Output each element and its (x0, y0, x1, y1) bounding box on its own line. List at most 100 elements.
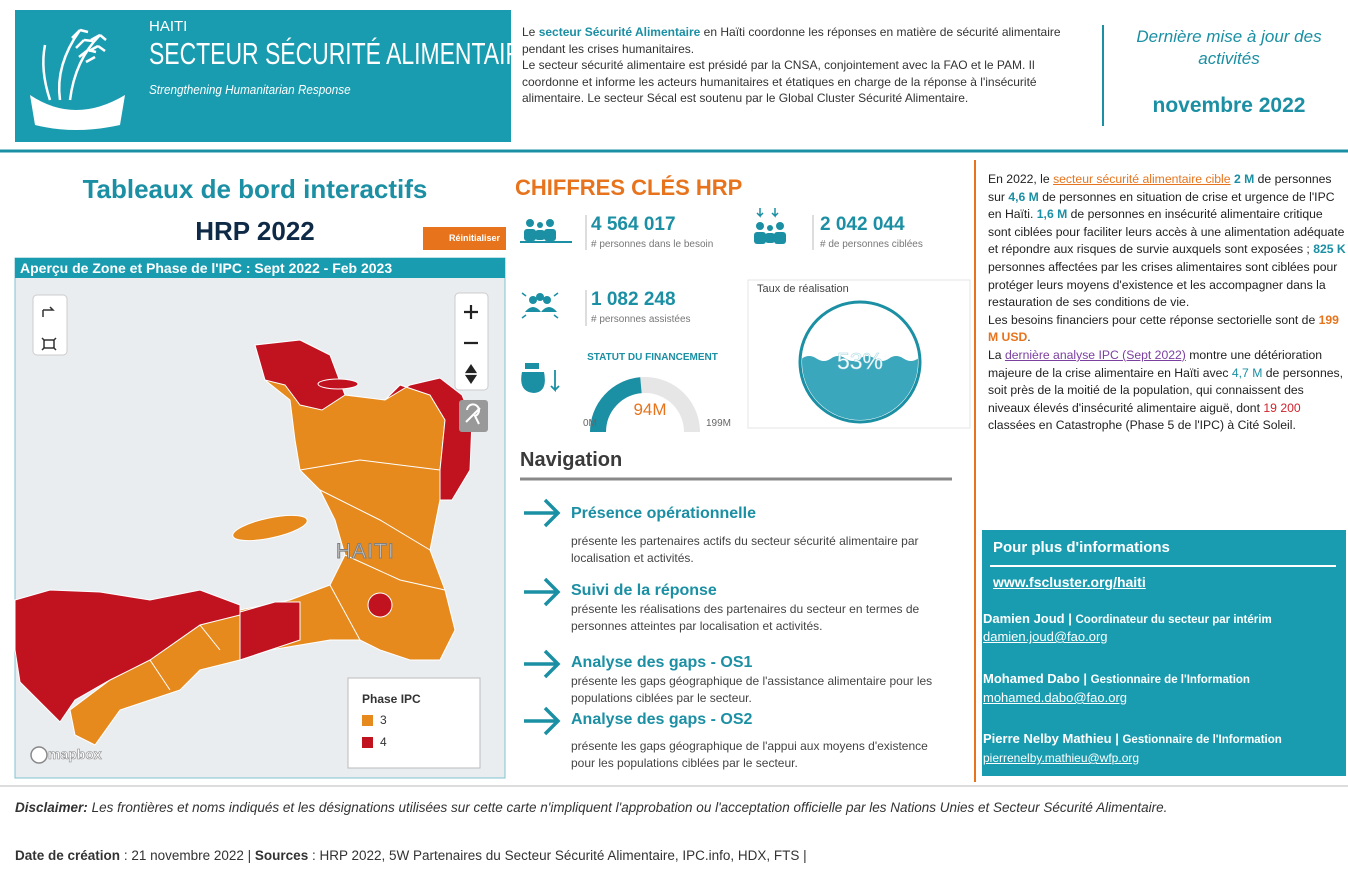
role: Gestionnaire de l'Information (1090, 674, 1250, 686)
logo-icon (30, 28, 125, 130)
contact-name: Pierre Nelby Mathieu | Gestionnaire de l… (983, 731, 1282, 746)
summary-paragraph: En 2022, le secteur sécurité alimentaire… (988, 171, 1346, 312)
sources-label: Sources (254, 848, 309, 863)
contact-email[interactable]: pierrenelby.mathieu@wfp.org (983, 751, 1140, 765)
kpi-label: # personnes dans le besoin (591, 239, 714, 250)
name: Damien Joud | (983, 611, 1072, 626)
figure: 199 M USD (988, 312, 1339, 345)
navigation-title: Navigation (520, 449, 623, 471)
text: personnes affectées par les crises alime… (988, 259, 1338, 310)
text: de personnes en situation de crise et ur… (988, 189, 1335, 222)
text: montre une détérioration majeure de la c… (988, 347, 1323, 380)
text: En 2022, le (988, 172, 1050, 186)
mapbox-logo (30, 746, 48, 764)
sources: : HRP 2022, 5W Partenaires du Secteur Sé… (311, 848, 807, 863)
summary-text: En 2022, le secteur sécurité alimentaire… (988, 171, 1346, 435)
date-label: Date de création (15, 848, 121, 863)
nav-arrows (524, 498, 561, 736)
legend-swatch (362, 737, 373, 748)
logo-box (15, 10, 511, 142)
logo-title: SECTEUR SÉCURITÉ ALIMENTAIRE (149, 36, 538, 71)
map-tools-left[interactable] (32, 294, 68, 356)
summary-link[interactable]: secteur sécurité alimentaire cible (1053, 172, 1231, 186)
gauge-max: 199M (706, 418, 732, 429)
kpi-value: 2 042 044 (820, 214, 905, 235)
nav-link[interactable]: Présence opérationnelle (571, 505, 756, 522)
reset-button[interactable]: Réinitialiser (423, 227, 506, 250)
contact-email[interactable]: mohamed.dabo@fao.org (983, 690, 1128, 705)
contact-title: Pour plus d'informations (993, 539, 1170, 556)
figure: 1,6 M (1036, 207, 1068, 222)
legend-item: 3 (380, 713, 387, 727)
text: La (988, 347, 1002, 362)
nav-description: présente les gaps géographique de l'assi… (571, 674, 933, 705)
funding-title: STATUT DU FINANCEMENT (587, 352, 718, 363)
logo-tagline: Strengthening Humanitarian Response (149, 82, 351, 97)
dashboard-subtitle: HRP 2022 (195, 216, 315, 246)
gauge-value: 94M (633, 400, 667, 419)
nav-link[interactable]: Analyse des gaps - OS2 (571, 711, 753, 728)
legend-item: 4 (380, 735, 387, 749)
figure: 825 K (1313, 242, 1346, 257)
map-frame (14, 257, 506, 779)
name: Pierre Nelby Mathieu | (983, 731, 1119, 746)
nav-link[interactable]: Analyse des gaps - OS1 (571, 654, 753, 671)
kpi-value: 4 564 017 (591, 214, 676, 235)
logo-country: HAITI (149, 18, 188, 35)
contact-email[interactable]: damien.joud@fao.org (983, 629, 1108, 644)
text: de personnes, soit près de la moitié de … (988, 365, 1343, 415)
map-shapes (14, 339, 473, 746)
kpi-label: # personnes assistées (591, 314, 691, 325)
text: Les besoins financiers pour cette répons… (988, 312, 1316, 327)
legend-swatch (362, 715, 373, 726)
map-lasso-button[interactable] (459, 400, 488, 432)
map-zoom-controls[interactable] (454, 292, 489, 391)
update-label: Dernière mise à jour des activités (1136, 27, 1322, 68)
map-lasso-icon (465, 403, 481, 425)
nav-description: présente les partenaires actifs du secte… (571, 534, 919, 565)
text: classées en Catastrophe (Phase 5 de l'IP… (988, 418, 1296, 433)
map-tool-icons (41, 306, 57, 351)
role: Gestionnaire de l'Information (1122, 734, 1282, 746)
gauge-min: 0M (583, 418, 597, 429)
text: de personnes en insécurité alimentaire c… (988, 207, 1345, 257)
map-zoom-icons (464, 305, 478, 384)
map-attribution: mapbox (48, 746, 102, 763)
map-title: Aperçu de Zone et Phase de l'IPC : Sept … (20, 260, 393, 276)
text: . (1027, 330, 1031, 345)
date: : 21 novembre 2022 | (123, 848, 252, 863)
contact-name: Damien Joud | Coordinateur du secteur pa… (983, 611, 1272, 626)
summary-paragraph: La dernière analyse IPC (Sept 2022) mont… (988, 347, 1346, 435)
intro-text: Le secteur sécurité alimentaire est prés… (522, 58, 1037, 105)
intro-text: Le (522, 25, 536, 39)
update-date: novembre 2022 (1152, 94, 1306, 117)
nav-description: présente les gaps géographique de l'appu… (571, 739, 928, 770)
key-figures-title: CHIFFRES CLÉS HRP (515, 175, 743, 200)
role: Coordinateur du secteur par intérim (1075, 614, 1272, 626)
kpi-value: 1 082 248 (591, 289, 676, 310)
figure: 4,7 M (1231, 365, 1263, 380)
contact-name: Mohamed Dabo | Gestionnaire de l'Informa… (983, 671, 1250, 686)
figure: 4,6 M (1008, 189, 1039, 204)
rate-title: Taux de réalisation (757, 283, 849, 295)
disclaimer-text: Les frontières et noms indiqués et les d… (91, 800, 1168, 815)
nav-link[interactable]: Suivi de la réponse (571, 582, 717, 599)
intro-text: en Haïti coordonne les réponses en matiè… (522, 25, 1061, 56)
figure: 2 M (1233, 172, 1255, 186)
figure: 19 200 (1263, 400, 1301, 415)
rate-value: 53% (836, 348, 884, 375)
summary-link[interactable]: dernière analyse IPC (Sept 2022) (1004, 347, 1186, 362)
nav-description: présente les réalisations des partenaire… (571, 602, 920, 633)
intro-highlight: secteur Sécurité Alimentaire (538, 25, 701, 39)
legend-title: Phase IPC (362, 692, 421, 706)
kpi-label: # de personnes ciblées (820, 239, 923, 250)
footer-meta: Date de création : 21 novembre 2022 | So… (15, 848, 1335, 863)
intro-text: Le secteur Sécurité Alimentaire en Haïti… (522, 24, 1092, 107)
dashboard-title: Tableaux de bord interactifs (82, 174, 428, 204)
summary-paragraph: Les besoins financiers pour cette répons… (988, 312, 1346, 347)
website-link[interactable]: www.fscluster.org/haiti (993, 574, 1146, 590)
disclaimer-label: Disclaimer: (15, 800, 88, 815)
map-country-label: HAITI (336, 540, 395, 564)
name: Mohamed Dabo | (983, 671, 1088, 686)
